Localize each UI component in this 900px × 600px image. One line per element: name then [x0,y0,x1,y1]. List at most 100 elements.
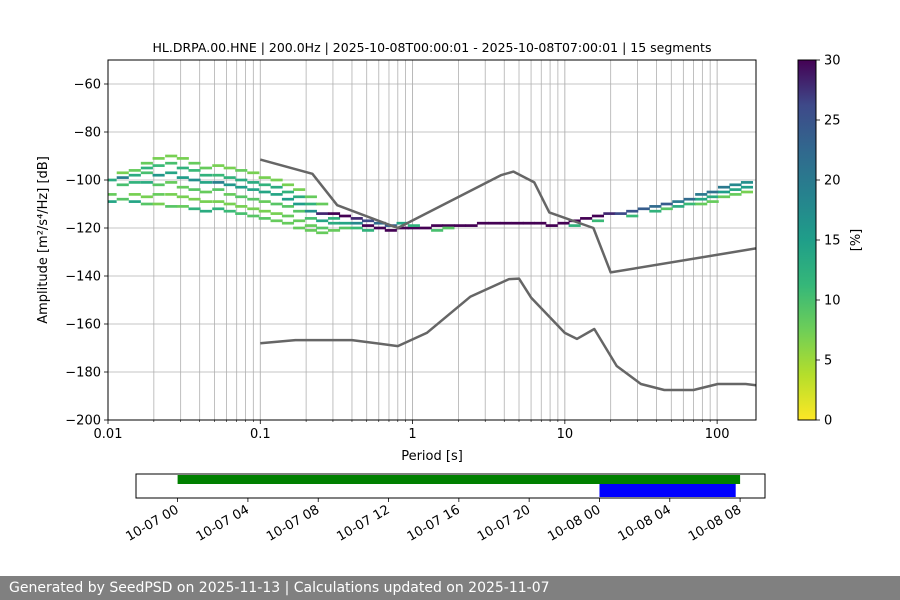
psd-cell [327,212,341,215]
x-axis: 0.01 0.1 1 10 100 [94,420,730,442]
colorbar-tick-label: 10 [824,294,841,309]
y-tick-label: −100 [65,174,101,189]
psd-cell [140,181,153,184]
psd-cell [729,188,742,191]
psd-cell [293,188,306,191]
psd-cell [152,157,165,160]
psd-cell [729,193,742,196]
psd-cell [128,173,141,177]
psd-cell [247,181,260,184]
psd-cell [165,154,178,158]
data-availability-timeline [177,475,741,497]
y-axis-label: Amplitude [m²/s⁴/Hz] [dB] [36,156,51,324]
timeline-tick-label: 10-07 12 [334,502,392,544]
psd-cell [270,212,283,215]
footer-generated-by: Generated by SeedPSD on 2025-11-13 | Cal… [0,576,900,600]
psd-cell [373,221,386,225]
y-tick-label: −200 [65,414,101,429]
timeline-tick-label: 10-07 00 [123,502,181,544]
psd-cell [407,224,420,227]
psd-cell [281,183,295,187]
psd-cell [116,171,129,175]
psd-cell [281,214,295,218]
colorbar-tick-label: 20 [824,174,841,189]
new-high-noise-model-line [259,158,756,274]
psd-cell [488,221,501,225]
timeline-tick-label: 10-07 04 [194,502,252,544]
psd-cell [511,221,524,225]
psd-cell [270,178,283,182]
psd-cell [338,226,352,230]
psd-cell [373,226,386,230]
psd-cell [116,197,129,201]
psd-cell [235,195,248,199]
plot-frame [107,59,757,421]
psd-cell [729,183,742,187]
psd-cell [270,193,283,196]
psd-cell [706,200,719,203]
psd-cell [258,217,271,220]
psd-cell [327,221,341,225]
psd-cell [706,190,719,194]
psd-cell [235,212,248,215]
timeline-tick-label: 10-07 16 [405,502,463,544]
psd-cell [649,205,662,208]
psd-cell [672,205,685,208]
psd-cell [199,200,213,203]
psd-cell [258,176,271,179]
psd-cell [327,217,341,220]
psd-cell [128,181,141,184]
timeline-frame [135,473,766,499]
psd-cell [247,214,260,218]
psd-cell [140,166,153,170]
psd-cell [108,200,117,203]
psd-cell [165,205,178,208]
psd-cell [176,195,189,199]
psd-cell [212,164,225,167]
psd-cell [637,207,650,211]
psd-cell [442,226,455,230]
psd-cell [235,205,248,208]
x-tick-label: 10 [557,427,574,442]
psd-grid [107,60,756,421]
psd-cell [247,207,260,211]
psd-cell [281,205,295,208]
psd-cell [281,221,295,225]
psd-cell [361,229,375,232]
psd-cell [140,161,153,165]
psd-cell [212,188,225,191]
psd-cell [614,212,627,215]
psd-cell [350,226,363,230]
psd-cell [223,176,236,179]
psd-cell [140,202,153,206]
psd-cell [223,202,236,206]
psd-cell [128,193,141,196]
psd-cell [316,212,329,215]
psd-cell [626,214,639,218]
availability-bar-selected [599,484,736,497]
x-axis-label: Period [s] [401,449,463,464]
psd-cell [557,221,570,225]
psd-cell [128,169,141,172]
colorbar-tick-label: 15 [824,234,841,249]
psd-cell [188,188,201,191]
y-tick-label: −80 [74,126,101,141]
psd-cell [199,181,213,184]
y-tick-label: −120 [65,222,101,237]
psd-cell [591,214,605,218]
psd-cell [338,214,352,218]
psd-cell [223,183,236,187]
new-low-noise-model-line [260,277,756,392]
psd-cell [476,221,490,225]
psd-cell [706,195,719,199]
psd-cell [293,226,306,230]
psd-cell [327,229,341,232]
timeline-axis: 10-07 00 10-07 04 10-07 08 10-07 12 10-07 16… [123,498,744,545]
psd-cell [499,221,512,225]
psd-cell [293,219,306,223]
psd-cell [316,231,329,235]
chart-title: HL.DRPA.00.HNE | 200.0Hz | 2025-10-08T00… [153,40,712,55]
psd-cell [223,166,236,170]
colorbar-tick-label: 0 [824,414,832,429]
